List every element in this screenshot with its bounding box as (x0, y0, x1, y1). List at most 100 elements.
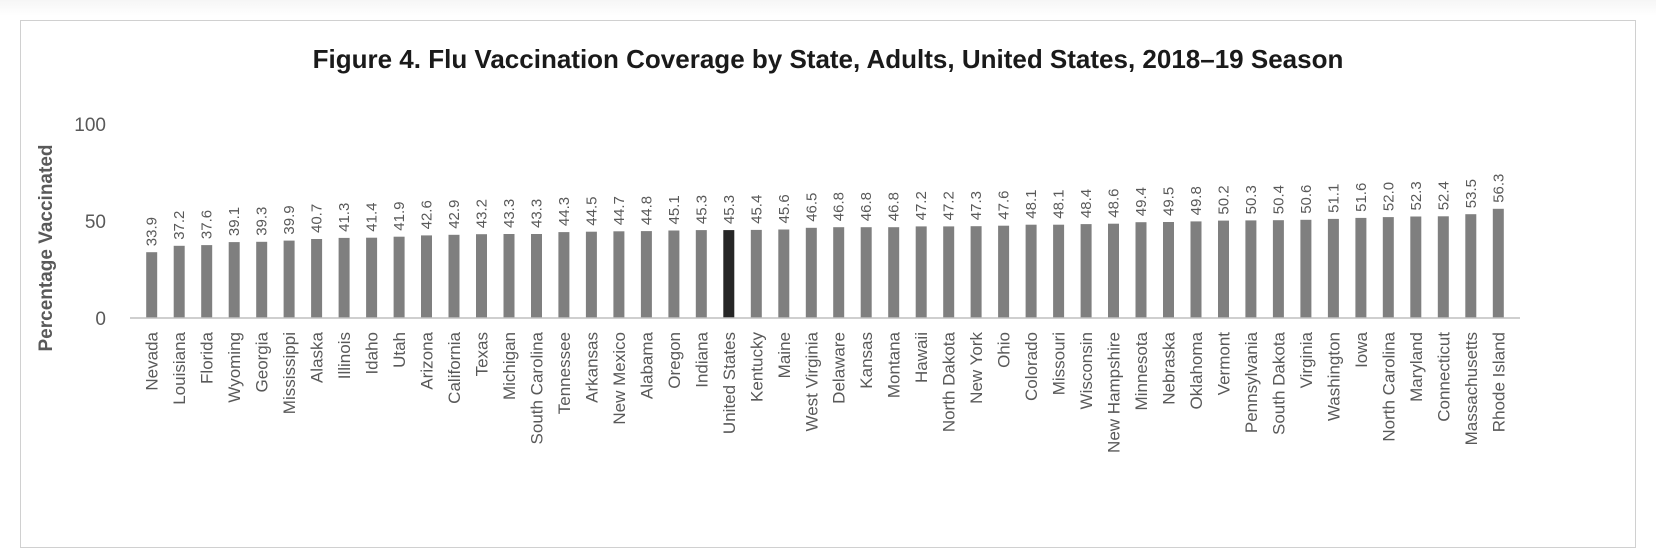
bar (585, 231, 597, 318)
data-label: 40.7 (309, 204, 326, 233)
bar (421, 235, 432, 318)
category-label: Idaho (363, 332, 382, 375)
data-label: 41.3 (336, 203, 353, 232)
data-label: 46.8 (858, 192, 875, 221)
bar (1190, 221, 1202, 318)
category-label: Maryland (1407, 332, 1426, 402)
y-axis-ticks: 0 50 100 (74, 115, 106, 330)
data-label: 49.5 (1161, 187, 1178, 216)
bar (1355, 217, 1367, 318)
bar (1437, 216, 1449, 318)
category-label: Indiana (692, 331, 711, 387)
bar (531, 234, 542, 318)
bar (228, 242, 240, 318)
bar (283, 240, 295, 318)
category-label: Georgia (253, 331, 272, 392)
page-top-strip (0, 0, 1656, 16)
data-label: 47.6 (996, 190, 1013, 219)
data-label: 46.5 (803, 193, 820, 222)
data-label: 48.1 (1051, 189, 1068, 218)
category-label: Colorado (1022, 332, 1041, 401)
bar (256, 241, 268, 318)
category-label: Texas (473, 332, 492, 376)
data-label: 41.4 (364, 202, 381, 231)
y-axis-title: Percentage Vaccinated (36, 145, 57, 352)
bar (640, 231, 652, 318)
data-label: 48.6 (1106, 188, 1123, 217)
data-label: 46.8 (886, 192, 903, 221)
category-label: Wisconsin (1077, 332, 1096, 409)
bar (1410, 216, 1422, 318)
bar (173, 245, 185, 318)
category-label: South Carolina (528, 331, 547, 444)
data-label: 44.8 (638, 196, 655, 225)
category-labels-group: Nevada Louisiana Florida Wyoming Georgia Miss… (143, 331, 1509, 452)
data-label: 52.0 (1380, 182, 1397, 211)
category-label: Kansas (857, 332, 876, 389)
category-label: Pennsylvania (1242, 331, 1261, 433)
bar (915, 226, 927, 318)
category-label: Illinois (335, 332, 354, 379)
chart-title: Figure 4. Flu Vaccination Coverage by St… (312, 44, 1344, 74)
data-label: 47.3 (968, 191, 985, 220)
bar (201, 245, 213, 318)
bar (338, 237, 350, 318)
category-label: Connecticut (1434, 332, 1453, 422)
data-label: 49.8 (1188, 186, 1205, 215)
y-tick-label: 0 (95, 309, 106, 330)
bar (1025, 224, 1037, 318)
category-label: Nevada (143, 331, 162, 390)
bar (448, 234, 460, 318)
bar (1053, 224, 1065, 318)
bar (1108, 223, 1119, 318)
category-label: Mississippi (280, 332, 299, 414)
data-label: 49.4 (1133, 187, 1150, 216)
data-label: 51.1 (1325, 184, 1342, 213)
category-label: Alaska (308, 331, 327, 383)
category-label: New Mexico (610, 332, 629, 425)
bar (558, 232, 570, 318)
category-label: Louisiana (170, 331, 189, 404)
bar (1300, 219, 1312, 318)
category-label: Wyoming (225, 332, 244, 403)
data-label: 50.6 (1298, 185, 1315, 214)
bar (1218, 220, 1229, 318)
category-label: Oregon (665, 332, 684, 389)
bar (778, 229, 790, 318)
data-label: 45.3 (693, 195, 710, 224)
data-label: 52.3 (1408, 181, 1425, 210)
data-label: 50.2 (1216, 185, 1233, 214)
category-label: Vermont (1215, 332, 1234, 396)
data-label: 53.5 (1463, 179, 1480, 208)
data-label: 56.3 (1490, 174, 1507, 203)
bar (1382, 217, 1394, 318)
data-label: 45.3 (721, 195, 738, 224)
data-label: 37.6 (199, 210, 216, 239)
category-label: Rhode Island (1489, 332, 1508, 432)
category-label: Iowa (1352, 331, 1371, 367)
category-label: Missouri (1050, 332, 1069, 395)
data-label: 52.4 (1435, 181, 1452, 210)
data-label: 48.4 (1078, 189, 1095, 218)
bar (943, 226, 955, 318)
data-label: 41.9 (391, 201, 408, 230)
bar (805, 227, 817, 318)
bar (1465, 214, 1477, 318)
bars-group (146, 208, 1504, 318)
data-label: 48.1 (1023, 189, 1040, 218)
data-label: 44.3 (556, 197, 573, 226)
bar (1135, 222, 1147, 318)
category-label: Montana (885, 331, 904, 398)
category-label: California (445, 331, 464, 403)
data-label: 51.6 (1353, 183, 1370, 212)
data-label: 50.3 (1243, 185, 1260, 214)
bar (833, 227, 845, 318)
bar (723, 230, 735, 318)
data-label: 50.4 (1270, 185, 1287, 214)
bar (366, 237, 378, 318)
category-label: Florida (198, 331, 217, 384)
category-label: Hawaii (912, 332, 931, 383)
category-label: New York (967, 332, 986, 404)
data-label: 44.5 (583, 196, 600, 225)
data-label: 45.6 (776, 194, 793, 223)
